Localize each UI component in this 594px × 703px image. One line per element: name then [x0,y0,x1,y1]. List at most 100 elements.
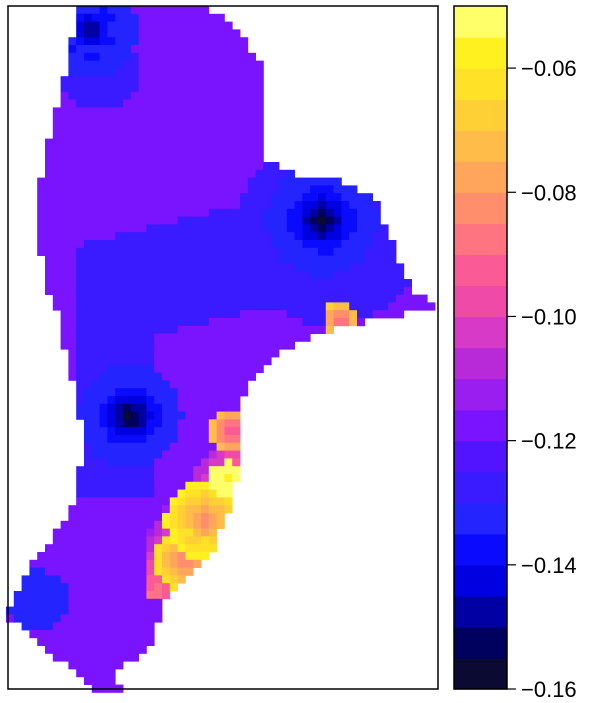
heatmap-cell [107,302,116,311]
heatmap-cell [107,294,116,303]
heatmap-cell [91,614,100,623]
colorbar-tick-label-1: −0.14 [521,553,577,578]
heatmap-cell [154,232,163,241]
heatmap-cell [247,123,256,132]
heatmap-cell [99,497,108,506]
heatmap-cell [193,310,202,319]
heatmap-cell [247,201,256,210]
heatmap-cell [91,591,100,600]
heatmap-cell [84,661,93,670]
heatmap-cell [115,99,124,108]
heatmap-cell [84,458,93,467]
heatmap-cell [185,13,194,22]
heatmap-cell [91,349,100,358]
heatmap-cell [123,606,132,615]
heatmap-cell [349,286,358,295]
heatmap-cell [372,247,381,256]
heatmap-cell [91,325,100,334]
heatmap-cell [154,614,163,623]
heatmap-cell [91,21,100,30]
heatmap-cell [357,224,366,233]
heatmap-cell [294,271,303,280]
heatmap-cell [37,591,46,600]
heatmap-cell [372,310,381,319]
heatmap-cell [84,653,93,662]
heatmap-cell [99,302,108,311]
heatmap-cell [99,208,108,217]
heatmap-cell [146,154,155,163]
heatmap-cell [60,232,69,241]
heatmap-cell [21,614,30,623]
heatmap-cell [123,474,132,483]
heatmap-cell [388,286,397,295]
heatmap-cell [123,271,132,280]
heatmap-cell [396,263,405,272]
heatmap-cell [247,193,256,202]
heatmap-cell [302,177,311,186]
heatmap-cell [162,583,171,592]
heatmap-cell [216,91,225,100]
heatmap-cell [224,435,233,444]
heatmap-cell [107,598,116,607]
heatmap-cell [60,598,69,607]
heatmap-cell [115,169,124,178]
heatmap-cell [76,201,85,210]
heatmap-cell [318,240,327,249]
heatmap-cell [341,279,350,288]
heatmap-cell [177,45,186,54]
heatmap-cell [45,216,54,225]
heatmap-cell [29,559,38,568]
heatmap-cell [123,466,132,475]
heatmap-cell [130,396,139,405]
heatmap-cell [247,271,256,280]
heatmap-cell [224,458,233,467]
heatmap-cell [263,232,272,241]
heatmap-cell [224,286,233,295]
heatmap-cell [216,411,225,420]
heatmap-cell [154,162,163,171]
heatmap-cell [302,286,311,295]
heatmap-cell [68,216,77,225]
heatmap-cell [107,528,116,537]
heatmap-cell [84,279,93,288]
heatmap-cell [130,294,139,303]
heatmap-cell [115,559,124,568]
heatmap-cell [169,325,178,334]
heatmap-cell [247,84,256,93]
heatmap-cell [99,614,108,623]
heatmap-cell [388,302,397,311]
heatmap-cell [185,411,194,420]
heatmap-cell [380,294,389,303]
heatmap-cell [99,622,108,631]
heatmap-cell [169,450,178,459]
heatmap-cell [318,263,327,272]
heatmap-cell [91,583,100,592]
heatmap-cell [146,115,155,124]
heatmap-cell [76,349,85,358]
heatmap-cell [115,60,124,69]
heatmap-cell [279,208,288,217]
heatmap-cell [123,201,132,210]
heatmap-cell [208,154,217,163]
heatmap-cell [193,271,202,280]
heatmap-cell [169,372,178,381]
colorbar-bin-1 [454,626,507,659]
heatmap-cell [146,286,155,295]
heatmap-cell [193,466,202,475]
heatmap-cell [255,138,264,147]
heatmap-cell [169,162,178,171]
heatmap-cell [76,13,85,22]
heatmap-cell [130,591,139,600]
heatmap-cell [99,645,108,654]
heatmap-cell [357,286,366,295]
heatmap-cell [255,271,264,280]
heatmap-cell [201,138,210,147]
heatmap-cell [201,357,210,366]
heatmap-cell [271,349,280,358]
heatmap-cell [138,559,147,568]
heatmap-cell [130,107,139,116]
heatmap-cell [349,224,358,233]
heatmap-cell [154,154,163,163]
heatmap-cell [216,489,225,498]
heatmap-cell [185,37,194,46]
